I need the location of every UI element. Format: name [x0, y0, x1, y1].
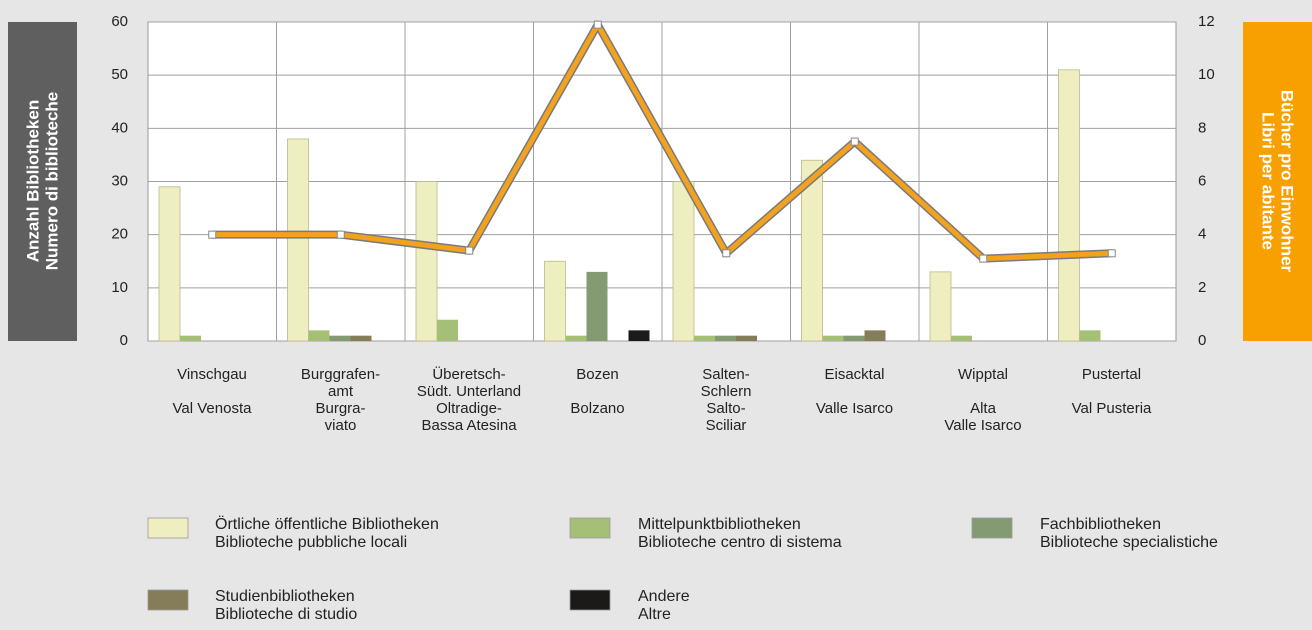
legend-label: Örtliche öffentliche Bibliotheken Biblio…	[215, 516, 439, 551]
y-tick-label: 60	[111, 13, 128, 30]
y2-tick-label: 4	[1198, 226, 1206, 243]
line-point	[208, 230, 217, 239]
y-axis-box	[8, 22, 77, 341]
legend-label: Mittelpunktbibliotheken Biblioteche cent…	[638, 516, 842, 551]
y-tick-label: 30	[111, 172, 128, 189]
y2-tick-label: 6	[1198, 172, 1206, 189]
bar	[843, 335, 865, 341]
line-point	[465, 246, 474, 255]
x-tick-label: Wipptal Alta Valle Isarco	[944, 366, 1022, 434]
y2-tick-label: 8	[1198, 119, 1206, 136]
bar	[672, 181, 695, 342]
y2-tick-label: 12	[1198, 13, 1215, 30]
y-tick-label: 50	[111, 66, 128, 83]
legend-swatch	[147, 517, 189, 539]
bar	[437, 319, 458, 341]
y2-axis-box	[1243, 22, 1312, 341]
x-tick-label: Salten- Schlern Salto- Sciliar	[700, 366, 752, 434]
bar	[180, 335, 201, 341]
line-point	[1107, 249, 1116, 258]
line	[212, 22, 1112, 262]
legend-swatch	[147, 589, 189, 611]
y2-axis-title: Bücher pro Einwohner Libri per abitante	[1258, 89, 1297, 273]
bar	[929, 271, 952, 342]
line-point	[593, 20, 602, 29]
x-tick-label: Burggrafen- amt Burgra- viato	[300, 366, 381, 434]
bar	[1058, 69, 1080, 342]
y2-tick-label: 2	[1198, 279, 1206, 296]
bar	[586, 271, 608, 341]
bar	[158, 186, 181, 342]
line-point	[850, 137, 859, 146]
line-point	[336, 230, 345, 239]
legend-label: Fachbibliotheken Biblioteche specialisti…	[1040, 516, 1218, 551]
bar	[329, 335, 351, 341]
bar	[565, 335, 587, 341]
line-point	[979, 254, 988, 263]
y-tick-label: 10	[111, 279, 128, 296]
y2-tick-label: 10	[1198, 66, 1215, 83]
bar	[415, 181, 438, 342]
bar	[736, 335, 757, 341]
legend-label: Studienbibliotheken Biblioteche di studi…	[215, 588, 358, 623]
legend-swatch	[569, 517, 611, 539]
bar	[350, 335, 372, 341]
legend-swatch	[971, 517, 1013, 539]
legend-label: Andere Altre	[638, 588, 690, 623]
bar	[308, 330, 330, 341]
bar	[801, 159, 823, 342]
y-axis-title: Anzahl Bibliotheken Numero di bibliotech…	[23, 91, 62, 271]
legend-swatch	[569, 589, 611, 611]
bar	[715, 335, 736, 341]
bar	[628, 330, 650, 341]
y2-tick-label: 0	[1198, 332, 1206, 349]
bar	[822, 335, 844, 341]
line-point	[722, 249, 731, 258]
bar	[694, 335, 715, 341]
bar	[864, 330, 886, 341]
bar	[544, 260, 566, 342]
bar	[1079, 330, 1101, 341]
bar	[951, 335, 972, 341]
x-tick-label: Bozen Bolzano	[570, 366, 625, 417]
bar	[287, 138, 309, 342]
y-tick-label: 40	[111, 119, 128, 136]
x-tick-label: Vinschgau Val Venosta	[172, 366, 252, 417]
x-tick-label: Eisacktal Valle Isarco	[815, 366, 894, 417]
y-tick-label: 0	[120, 332, 128, 349]
x-tick-label: Überetsch- Südt. Unterland Oltradige- Ba…	[416, 366, 522, 434]
y-tick-label: 20	[111, 226, 128, 243]
x-tick-label: Pustertal Val Pusteria	[1071, 366, 1152, 417]
